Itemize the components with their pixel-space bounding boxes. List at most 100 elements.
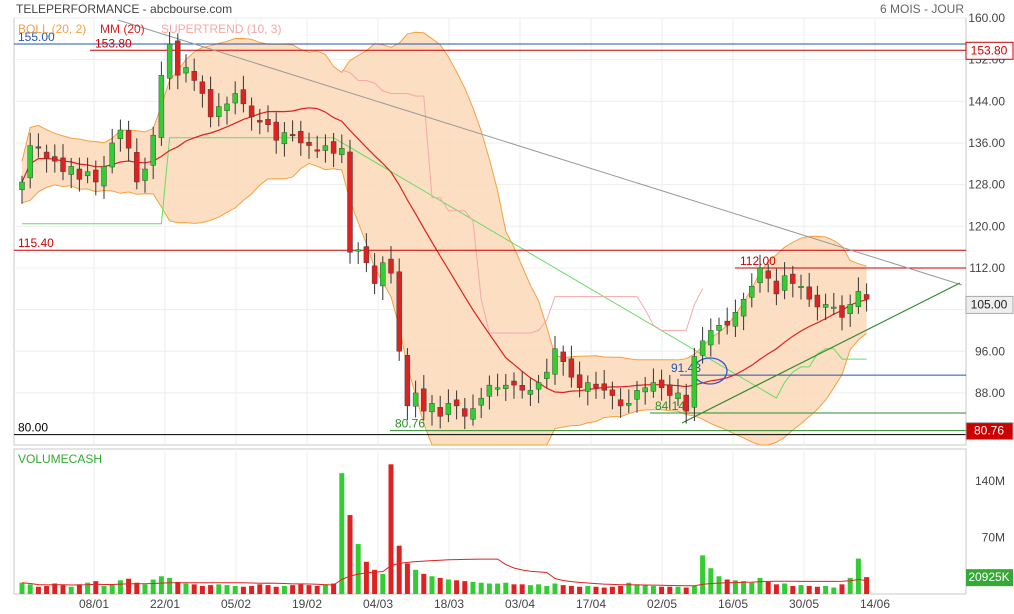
- candle-body-76: [642, 387, 648, 393]
- volume-bar-21: [191, 584, 197, 594]
- candle-body-45: [388, 258, 394, 274]
- candle-body-39: [339, 147, 345, 155]
- volume-bar-39: [339, 473, 345, 594]
- candle-body-16: [150, 134, 156, 166]
- price-badges: 153.80 105.00 80.76 20925K: [965, 41, 1014, 587]
- volume-bar-44: [380, 573, 386, 594]
- volume-bar-18: [167, 577, 173, 594]
- volume-bar-65: [552, 583, 558, 594]
- candle-body-64: [544, 371, 550, 379]
- volume-bar-16: [150, 579, 156, 594]
- volume-bar-15: [142, 584, 148, 594]
- volume-average-line: [21, 558, 867, 587]
- candle-body-33: [289, 134, 296, 137]
- volume-bar-83: [700, 555, 706, 594]
- volume-bar-30: [265, 585, 271, 594]
- candle-body-75: [634, 390, 640, 400]
- volume-bar-81: [683, 587, 689, 594]
- candlesticks: [19, 31, 870, 430]
- volume-bar-87: [732, 580, 738, 594]
- candle-body-46: [396, 271, 402, 352]
- volume-bar-32: [281, 585, 287, 594]
- candle-body-36: [314, 149, 320, 152]
- candle-body-99: [831, 306, 837, 309]
- price-badge-label-low: 80.76: [974, 424, 1004, 438]
- volume-bar-50: [429, 576, 435, 594]
- candle-body-93: [781, 275, 788, 291]
- volume-bar-80: [675, 586, 681, 594]
- mm-line: [21, 107, 867, 394]
- supertrend-low-line: [22, 137, 867, 399]
- volume-bar-17: [158, 576, 164, 594]
- candle-body-40: [347, 151, 353, 253]
- candle-body-14: [134, 152, 140, 183]
- volume-bar-56: [478, 582, 484, 594]
- candle-body-100: [839, 305, 845, 318]
- candle-body-8: [84, 171, 91, 177]
- volume-bar-35: [306, 585, 312, 594]
- volume-bar-103: [864, 577, 870, 594]
- volume-bar-75: [634, 584, 640, 594]
- candle-body-70: [593, 383, 599, 388]
- candle-body-79: [667, 384, 673, 396]
- legend-mm: MM (20): [100, 22, 145, 36]
- volume-bar-100: [839, 584, 845, 594]
- volume-bar-45: [388, 464, 394, 594]
- volume-bar-51: [437, 577, 443, 594]
- x-tick-label-2: 05/02: [221, 597, 251, 611]
- volume-badge: [966, 569, 1013, 587]
- candle-body-94: [790, 273, 796, 284]
- candle-body-85: [716, 325, 722, 331]
- volume-bar-9: [93, 581, 99, 594]
- candle-body-17: [158, 75, 165, 138]
- level-label-6: 80.76: [395, 417, 425, 431]
- candle-body-57: [486, 384, 493, 397]
- legend-supertrend: SUPERTREND (10, 3): [161, 22, 281, 36]
- level-label-3: 112.00: [740, 254, 776, 268]
- candle-body-26: [232, 93, 238, 104]
- volume-bar-78: [659, 586, 665, 594]
- volume-bar-98: [823, 585, 829, 594]
- volume-bar-28: [249, 585, 255, 594]
- volume-bar-90: [757, 577, 763, 594]
- candle-body-92: [773, 280, 780, 295]
- y-tick-label-5: 120.00: [968, 219, 1005, 233]
- candle-body-19: [175, 40, 181, 76]
- volume-bar-46: [396, 545, 402, 594]
- candle-body-90: [757, 267, 763, 284]
- volume-bar-71: [601, 587, 607, 594]
- candle-body-18: [166, 43, 173, 79]
- x-tick-label-3: 19/02: [292, 597, 322, 611]
- volume-bar-97: [814, 586, 820, 594]
- candle-body-29: [257, 120, 263, 123]
- volume-bar-22: [199, 585, 205, 594]
- candle-body-6: [68, 166, 74, 175]
- candle-body-63: [535, 382, 542, 390]
- y-tick-label-6: 112.00: [969, 261, 1005, 275]
- level-label-0: 155.00: [18, 30, 55, 44]
- candle-body-59: [503, 384, 509, 389]
- candle-body-20: [183, 67, 189, 74]
- candle-body-12: [117, 129, 124, 140]
- x-tick-label-0: 08/01: [79, 597, 109, 611]
- candle-body-22: [199, 81, 206, 94]
- candle-body-71: [601, 383, 607, 391]
- vol-tick-label-1: 70M: [982, 531, 1005, 545]
- volume-bar-14: [134, 582, 140, 594]
- volume-bar-13: [126, 578, 132, 594]
- candle-body-101: [847, 304, 853, 314]
- volume-bar-38: [331, 583, 337, 594]
- volume-bar-59: [503, 582, 509, 594]
- volume-bar-95: [798, 585, 804, 594]
- volume-bar-6: [68, 586, 74, 594]
- volume-bar-73: [618, 585, 624, 594]
- volume-bar-49: [421, 573, 427, 594]
- volume-bar-64: [544, 585, 550, 594]
- candle-body-11: [109, 142, 115, 168]
- volume-bar-91: [765, 581, 771, 594]
- volume-badge-label: 20925K: [968, 570, 1009, 584]
- candle-body-5: [60, 157, 66, 172]
- volume-bar-37: [322, 584, 328, 594]
- candle-body-98: [822, 304, 829, 308]
